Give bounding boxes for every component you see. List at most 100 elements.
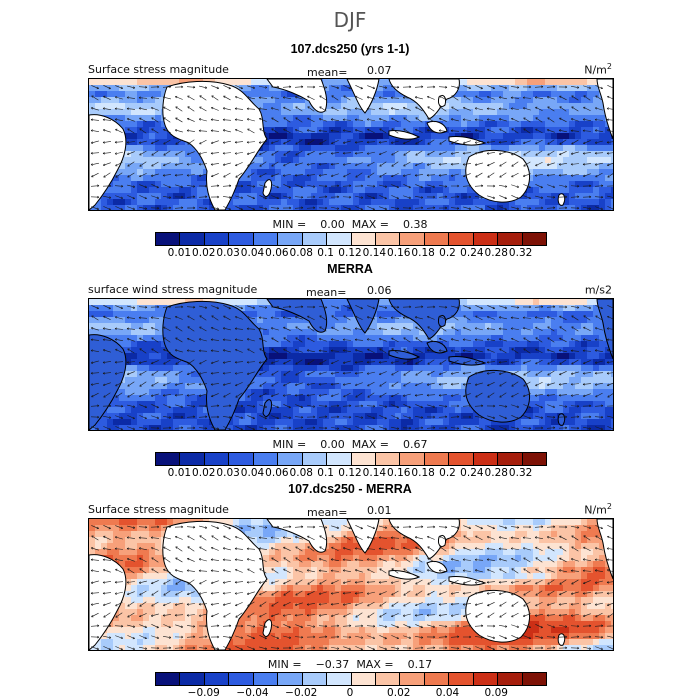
- heatmap-cell: [467, 329, 474, 336]
- heatmap-cell: [155, 169, 162, 176]
- heatmap-cell: [263, 109, 270, 116]
- heatmap-cell: [479, 353, 486, 360]
- heatmap-cell: [143, 389, 150, 396]
- heatmap-cell: [281, 97, 288, 104]
- heatmap-cell: [293, 175, 300, 182]
- heatmap-cell: [545, 425, 552, 430]
- heatmap-cell: [293, 205, 300, 210]
- wind-vector-head: [187, 152, 190, 156]
- heatmap-cell: [245, 395, 252, 402]
- wind-vector-head: [390, 107, 394, 110]
- heatmap-cell: [599, 329, 606, 336]
- heatmap-cell: [461, 335, 468, 342]
- heatmap-cell: [107, 329, 114, 336]
- heatmap-cell: [587, 341, 594, 348]
- wind-vector-arrow: [355, 96, 363, 100]
- heatmap-cell: [611, 371, 613, 378]
- heatmap-cell: [359, 163, 366, 170]
- heatmap-cell: [107, 79, 114, 86]
- heatmap-cell: [539, 299, 546, 306]
- heatmap-cell: [545, 193, 552, 200]
- wind-vector-arrow: [163, 117, 171, 123]
- heatmap-cell: [359, 151, 366, 158]
- heatmap-cell: [167, 193, 174, 200]
- heatmap-cell: [125, 109, 132, 116]
- heatmap-cell: [269, 91, 276, 98]
- heatmap-cell: [251, 413, 258, 420]
- heatmap-cell: [599, 413, 606, 420]
- wind-vector-arrow: [246, 108, 256, 110]
- heatmap-cell: [299, 329, 306, 336]
- heatmap-cell: [185, 163, 192, 170]
- heatmap-cell: [383, 91, 390, 98]
- heatmap-cell: [389, 401, 396, 408]
- heatmap-cell: [509, 199, 516, 206]
- wind-vector-head: [577, 195, 580, 199]
- wind-vector-arrow: [151, 107, 159, 111]
- heatmap-cell: [545, 305, 552, 312]
- heatmap-cell: [371, 407, 378, 414]
- heatmap-cell: [329, 97, 336, 104]
- wind-vector-arrow: [547, 96, 555, 100]
- heatmap-cell: [563, 365, 570, 372]
- wind-vector-head: [463, 95, 466, 98]
- heatmap-cell: [257, 85, 264, 92]
- wind-vector-head: [414, 174, 417, 177]
- wind-vector-head: [420, 185, 423, 189]
- heatmap-cell: [425, 169, 432, 176]
- heatmap-cell: [149, 323, 156, 330]
- wind-vector-head: [600, 86, 603, 90]
- wind-vector-arrow: [115, 128, 123, 134]
- heatmap-cell: [515, 85, 522, 92]
- heatmap-cell: [131, 133, 138, 140]
- wind-vector-head: [175, 142, 178, 145]
- heatmap-cell: [317, 145, 324, 152]
- heatmap-cell: [473, 311, 480, 318]
- heatmap-cell: [293, 383, 300, 390]
- wind-vector-arrow: [175, 184, 183, 188]
- heatmap-cell: [575, 163, 582, 170]
- wind-vector-head: [462, 163, 466, 166]
- wind-vector-head: [372, 207, 375, 210]
- heatmap-cell: [335, 377, 342, 384]
- wind-vector-arrow: [475, 85, 483, 89]
- wind-vector-head: [438, 163, 441, 166]
- wind-vector-head: [247, 128, 250, 131]
- heatmap-cell: [479, 419, 486, 426]
- heatmap-cell: [179, 383, 186, 390]
- heatmap-cell: [581, 157, 588, 164]
- heatmap-cell: [443, 395, 450, 402]
- heatmap-cell: [491, 145, 498, 152]
- heatmap-cell: [191, 199, 198, 206]
- heatmap-cell: [395, 175, 402, 182]
- heatmap-cell: [443, 407, 450, 414]
- heatmap-cell: [131, 347, 138, 354]
- heatmap-cell: [239, 425, 246, 430]
- wind-vector-head: [259, 152, 262, 156]
- heatmap-cell: [437, 139, 444, 146]
- heatmap-cell: [437, 389, 444, 396]
- heatmap-cell: [533, 401, 540, 408]
- heatmap-cell: [125, 145, 132, 152]
- heatmap-cell: [371, 413, 378, 420]
- heatmap-cell: [131, 163, 138, 170]
- heatmap-cell: [371, 359, 378, 366]
- heatmap-cell: [527, 311, 534, 318]
- heatmap-cell: [611, 401, 613, 408]
- heatmap-cell: [347, 425, 354, 430]
- heatmap-cell: [377, 205, 384, 210]
- heatmap-cell: [431, 133, 438, 140]
- wind-vector-head: [415, 153, 418, 156]
- heatmap-cell: [587, 365, 594, 372]
- heatmap-cell: [299, 97, 306, 104]
- heatmap-cell: [527, 395, 534, 402]
- wind-vector-head: [354, 152, 357, 155]
- heatmap-cell: [131, 115, 138, 122]
- heatmap-cell: [335, 175, 342, 182]
- wind-vector-arrow: [187, 151, 195, 155]
- heatmap-cell: [443, 401, 450, 408]
- heatmap-cell: [479, 341, 486, 348]
- heatmap-cell: [443, 109, 450, 116]
- wind-vector-head: [504, 207, 507, 210]
- heatmap-cell: [509, 79, 516, 86]
